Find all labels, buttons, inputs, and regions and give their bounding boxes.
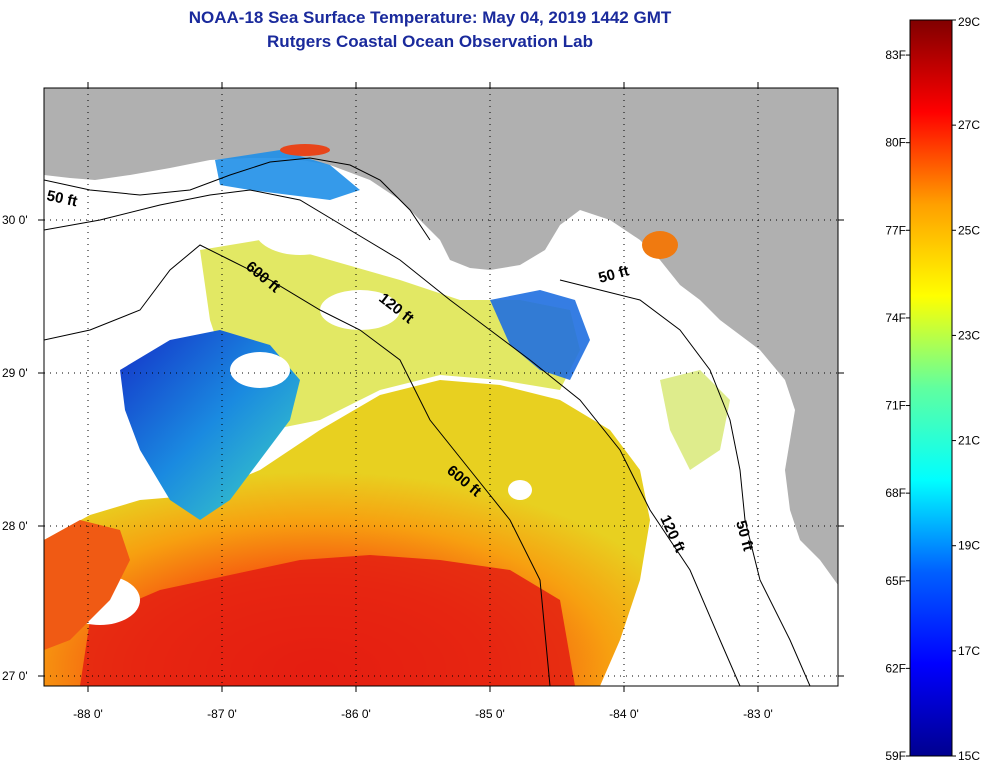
colorbar-celsius-label: 29C — [958, 15, 980, 29]
colorbar-fahrenheit-label: 59F — [885, 749, 906, 763]
colorbar-fahrenheit-label: 83F — [885, 48, 906, 62]
warm-patch — [642, 231, 678, 259]
lat-label: 30 0' — [2, 213, 28, 227]
colorbar-fahrenheit-label: 77F — [885, 223, 906, 237]
colorbar-celsius-label: 27C — [958, 118, 980, 132]
colorbar-celsius-label: 15C — [958, 749, 980, 763]
sst-map: 30 0' 29 0' 28 0' 27 0' -88 0' -87 0' -8… — [2, 82, 844, 720]
colorbar-fahrenheit-label: 74F — [885, 311, 906, 325]
contour-120ft — [44, 189, 741, 686]
colorbar-celsius-label: 23C — [958, 328, 980, 342]
colorbar-celsius-label: 21C — [958, 434, 980, 448]
land-coast-detail — [44, 88, 120, 160]
scattered-data-east — [660, 370, 730, 470]
hot-core — [80, 555, 575, 686]
map-frame — [43, 87, 839, 687]
lat-lon-grid — [44, 88, 838, 686]
cold-shelf-east — [490, 290, 590, 380]
contour-label: 50 ft — [45, 187, 79, 210]
lon-label: -85 0' — [475, 707, 505, 720]
lon-label: -88 0' — [73, 707, 103, 720]
lat-label: 27 0' — [2, 669, 28, 683]
cloud-patch — [255, 205, 345, 255]
cloud-patch — [508, 480, 532, 500]
map-title: NOAA-18 Sea Surface Temperature: May 04,… — [188, 8, 672, 27]
lon-label: -83 0' — [743, 707, 773, 720]
colorbar-celsius-label: 19C — [958, 539, 980, 553]
colorbar-fahrenheit-label: 62F — [885, 661, 906, 675]
contour-50ft-east — [559, 279, 811, 686]
contour-50ft-west — [44, 157, 431, 241]
map-ticks — [38, 82, 844, 692]
warm-water-west — [44, 520, 130, 650]
colorbar-fahrenheit-label: 80F — [885, 136, 906, 150]
colorbar-fahrenheit-label: 71F — [885, 399, 906, 413]
contour-600ft — [44, 244, 551, 686]
cold-shelf-north — [215, 150, 360, 200]
depth-contours — [44, 157, 811, 686]
lat-label: 29 0' — [2, 366, 28, 380]
lon-label: -87 0' — [207, 707, 237, 720]
lon-label: -86 0' — [341, 707, 371, 720]
colorbar-fahrenheit-label: 65F — [885, 574, 906, 588]
map-subtitle: Rutgers Coastal Ocean Observation Lab — [267, 32, 593, 51]
colorbar-fahrenheit-label: 68F — [885, 486, 906, 500]
colorbar-celsius-label: 17C — [958, 644, 980, 658]
warm-patch — [280, 144, 330, 156]
lat-label: 28 0' — [2, 519, 28, 533]
lon-label: -84 0' — [609, 707, 639, 720]
land-area — [44, 88, 838, 585]
colorbar-gradient — [909, 19, 953, 757]
cloud-patch — [230, 352, 290, 388]
colorbar-celsius-label: 25C — [958, 223, 980, 237]
